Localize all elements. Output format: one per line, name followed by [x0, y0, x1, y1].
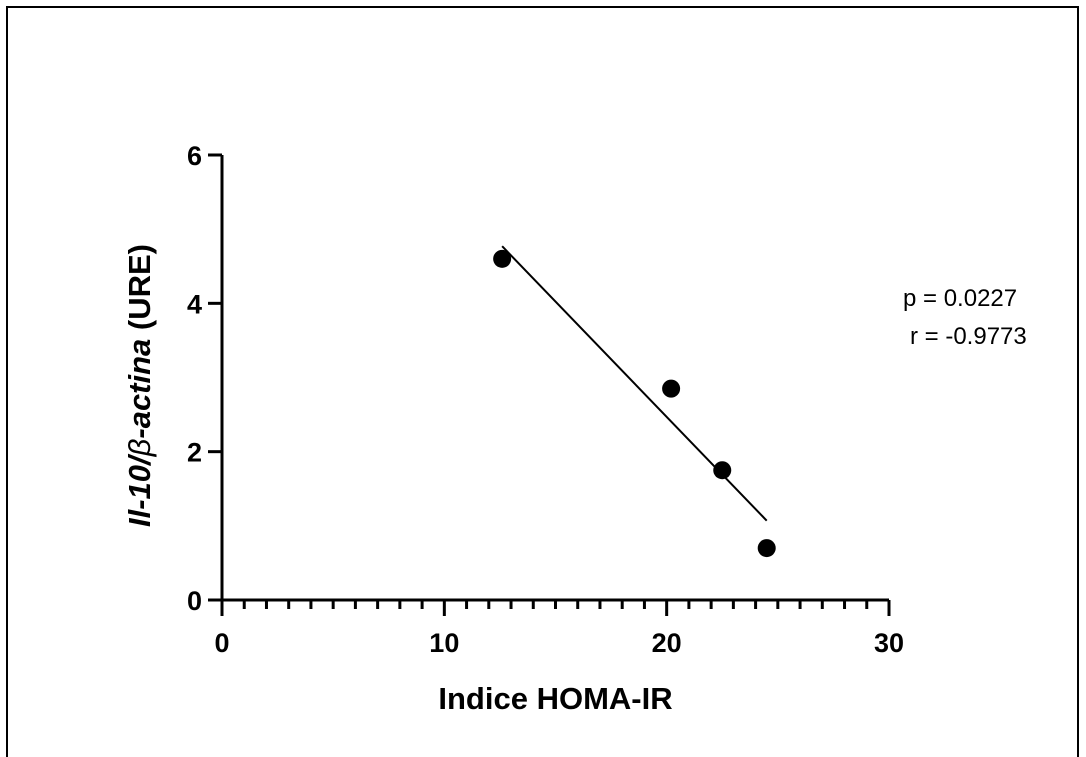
y-axis-title-part: β — [122, 439, 157, 458]
y-tick-label: 2 — [187, 438, 202, 468]
data-point — [713, 461, 732, 480]
y-axis-title-part: (URE) — [122, 244, 157, 339]
x-tick-label: 20 — [652, 628, 682, 658]
axes: 0 2 4 6 0 10 20 30 — [187, 141, 904, 658]
figure-frame — [6, 6, 1079, 757]
p-value-annotation: p = 0.0227 — [903, 285, 1017, 312]
data-point — [493, 249, 512, 268]
y-axis-title-part: -actina — [122, 339, 157, 439]
x-tick-label: 10 — [429, 628, 459, 658]
y-axis-title-part: Il-10/ — [122, 453, 157, 527]
y-tick-label: 4 — [187, 289, 202, 319]
plot-marks — [493, 245, 776, 558]
regression-line — [501, 245, 768, 522]
r-value-annotation: r = -0.9773 — [910, 323, 1027, 350]
y-tick-label: 6 — [187, 141, 202, 171]
x-axis-title: Indice HOMA-IR — [438, 681, 672, 716]
x-tick-label: 30 — [874, 628, 904, 658]
y-tick-label: 0 — [187, 586, 202, 616]
data-point — [662, 379, 681, 398]
data-point — [757, 539, 776, 558]
y-axis-title: Il-10/β-actina (URE) — [122, 244, 157, 527]
x-tick-label: 0 — [214, 628, 229, 658]
